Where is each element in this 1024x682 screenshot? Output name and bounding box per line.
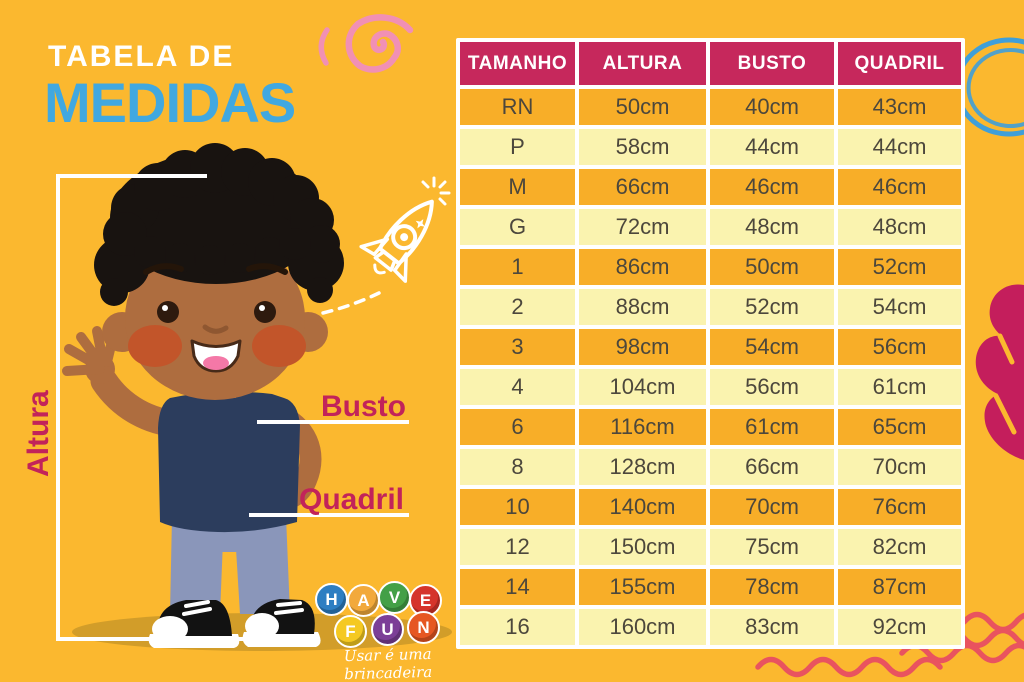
quadril-pointer-line [249,513,409,517]
measurement-cell: 150cm [579,529,706,565]
logo-ball-u: U [371,613,404,646]
logo-ball-f: F [334,615,367,648]
measurement-cell: 88cm [579,289,706,325]
measurement-cell: 44cm [838,129,961,165]
pink-spiral-doodle [318,14,414,73]
size-cell: 8 [460,449,575,485]
measurement-cell: 50cm [710,249,834,285]
measurement-cell: 155cm [579,569,706,605]
size-cell: 2 [460,289,575,325]
logo-ball-e: E [409,584,442,617]
boy-neck [196,372,236,398]
measurement-cell: 116cm [579,409,706,445]
logo-ball-v: V [378,581,411,614]
boy-shirt [158,388,300,533]
measurement-cell: 58cm [579,129,706,165]
height-bracket-vertical [56,174,60,641]
altura-label: Altura [22,390,55,477]
measurement-cell: 70cm [710,489,834,525]
measurement-cell: 50cm [579,89,706,125]
logo-tagline: Usar é uma brincadeira [343,644,433,682]
boy-cheek-left [128,325,182,367]
measurement-cell: 87cm [838,569,961,605]
height-bracket-top [56,174,207,178]
rocket-doodle [321,176,451,315]
size-cell: 12 [460,529,575,565]
logo-ball-h: H [315,583,348,616]
measurement-cell: 56cm [710,369,834,405]
column-header-busto: BUSTO [710,42,834,85]
boy-arms [90,367,322,511]
column-header-altura: ALTURA [579,42,706,85]
size-chart-table: TAMANHO ALTURA BUSTO QUADRIL RN 50cm 40cm 4… [456,38,965,649]
size-cell: 4 [460,369,575,405]
measurement-cell: 54cm [710,329,834,365]
logo-ball-n: N [407,611,440,644]
size-cell: 3 [460,329,575,365]
measurement-cell: 40cm [710,89,834,125]
measurement-cell: 66cm [579,169,706,205]
measurement-cell: 75cm [710,529,834,565]
measurement-cell: 46cm [710,169,834,205]
size-cell: 1 [460,249,575,285]
boy-head [94,143,344,400]
measurement-cell: 48cm [710,209,834,245]
measurement-cell: 76cm [838,489,961,525]
boy-hand [62,326,118,384]
measurement-cell: 52cm [710,289,834,325]
measurement-cell: 160cm [579,609,706,645]
boy-cheek-right [252,325,306,367]
busto-label: Busto [321,390,406,423]
column-header-tamanho: TAMANHO [460,42,575,85]
measurement-cell: 98cm [579,329,706,365]
boy-mouth [190,339,242,373]
quadril-label: Quadril [299,483,405,516]
measurement-cell: 48cm [838,209,961,245]
measurement-cell: 61cm [710,409,834,445]
blue-circle-doodle [954,37,1024,137]
measurement-cell: 54cm [838,289,961,325]
measurement-cell: 82cm [838,529,961,565]
measurement-cell: 56cm [838,329,961,365]
measurement-cell: 128cm [579,449,706,485]
boy-eyes [157,301,276,323]
boy-nose [202,324,229,334]
measurement-cell: 83cm [710,609,834,645]
size-cell: 14 [460,569,575,605]
measurement-cell: 140cm [579,489,706,525]
measurement-cell: 104cm [579,369,706,405]
size-cell: 10 [460,489,575,525]
logo-ball-a: A [347,584,380,617]
measurement-cell: 86cm [579,249,706,285]
page-title-line1: TABELA DE [48,40,235,73]
column-header-quadril: QUADRIL [838,42,961,85]
magenta-heart-doodle [975,284,1024,460]
measurement-cell: 70cm [838,449,961,485]
boy-hair [94,143,344,306]
measurement-cell: 65cm [838,409,961,445]
boy-eyebrows [143,263,288,275]
measurement-cell: 46cm [838,169,961,205]
page-title-line2: MEDIDAS [44,71,296,134]
height-bracket-bottom [56,637,309,641]
measurement-cell: 43cm [838,89,961,125]
boy-jeans [170,510,290,614]
measurement-cell: 66cm [710,449,834,485]
measurement-cell: 72cm [579,209,706,245]
measurement-cell: 78cm [710,569,834,605]
size-cell: 6 [460,409,575,445]
size-cell: G [460,209,575,245]
measurement-cell: 92cm [838,609,961,645]
size-cell: P [460,129,575,165]
measurement-cell: 52cm [838,249,961,285]
measurement-cell: 61cm [838,369,961,405]
size-cell: 16 [460,609,575,645]
measurement-cell: 44cm [710,129,834,165]
busto-pointer-line [257,420,409,424]
size-cell: M [460,169,575,205]
size-cell: RN [460,89,575,125]
